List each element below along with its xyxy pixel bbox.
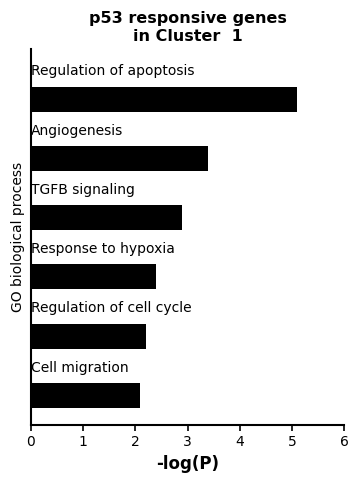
Bar	[31, 324, 146, 348]
Bar	[31, 383, 140, 408]
Text: Cell migration: Cell migration	[31, 361, 128, 375]
Text: TGFB signaling: TGFB signaling	[31, 183, 135, 197]
Bar	[31, 146, 208, 171]
Text: Angiogenesis: Angiogenesis	[31, 124, 123, 137]
Bar	[31, 87, 297, 112]
Y-axis label: GO biological process: GO biological process	[11, 162, 25, 312]
X-axis label: -log(P): -log(P)	[156, 455, 219, 473]
Title: p53 responsive genes
in Cluster  1: p53 responsive genes in Cluster 1	[89, 11, 287, 44]
Text: Response to hypoxia: Response to hypoxia	[31, 242, 175, 256]
Bar	[31, 264, 156, 289]
Text: Regulation of cell cycle: Regulation of cell cycle	[31, 302, 191, 316]
Text: Regulation of apoptosis: Regulation of apoptosis	[31, 64, 194, 78]
Bar	[31, 205, 182, 230]
